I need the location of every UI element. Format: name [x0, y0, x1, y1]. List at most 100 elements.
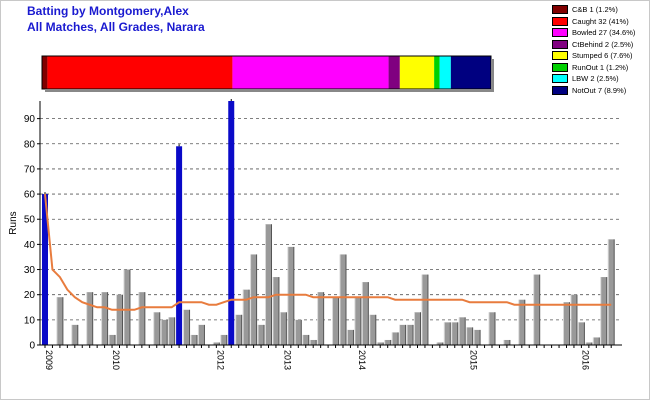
dismissal-strip-shadow — [45, 89, 494, 92]
y-tick-label: 30 — [24, 265, 36, 276]
legend-item: Stumped 6 (7.6%) — [552, 50, 648, 61]
bar — [42, 194, 48, 345]
legend-item: RunOut 1 (1.2%) — [552, 62, 648, 73]
bar — [295, 319, 302, 345]
legend-swatch — [552, 74, 568, 83]
bar — [340, 254, 346, 345]
legend-swatch — [552, 28, 568, 37]
bar — [258, 324, 265, 345]
bar — [168, 317, 175, 345]
bar — [332, 297, 339, 345]
legend-item: LBW 2 (2.5%) — [552, 73, 648, 84]
dismissal-segment — [47, 56, 233, 89]
bar — [71, 324, 78, 345]
year-label: 2013 — [282, 350, 292, 370]
legend-swatch — [552, 16, 568, 26]
bar — [436, 342, 443, 345]
y-axis-label: Runs — [8, 211, 19, 234]
y-tick-label: 90 — [24, 114, 36, 125]
bar — [213, 342, 220, 345]
bar — [153, 312, 160, 345]
chart-title: Batting by Montgomery,Alex — [27, 4, 189, 18]
bar — [421, 274, 428, 345]
year-label: 2016 — [580, 350, 590, 370]
bar — [86, 292, 93, 345]
y-tick-label: 80 — [24, 139, 36, 150]
bar — [362, 282, 369, 345]
bar — [585, 342, 592, 345]
legend-swatch — [552, 39, 568, 49]
dismissal-segment — [42, 56, 48, 89]
legend-swatch — [552, 62, 568, 72]
legend-label: Caught 32 (41%) — [572, 16, 629, 26]
bar — [183, 309, 190, 345]
bar — [466, 327, 473, 345]
dismissal-segment — [388, 56, 400, 89]
bar — [407, 324, 414, 345]
bar — [563, 302, 570, 345]
bar — [310, 339, 317, 345]
bar — [392, 332, 399, 345]
year-label: 2014 — [357, 350, 367, 370]
legend-label: Bowled 27 (34.6%) — [572, 28, 636, 37]
bar — [235, 314, 242, 345]
y-tick-label: 50 — [24, 215, 36, 226]
bar — [377, 342, 384, 345]
y-tick-label: 60 — [24, 190, 36, 201]
bar — [56, 297, 63, 345]
bar — [243, 289, 250, 345]
legend-item: NotOut 7 (8.9%) — [552, 85, 648, 96]
legend-label: LBW 2 (2.5%) — [572, 74, 619, 83]
bar — [191, 334, 197, 345]
legend-swatch — [552, 51, 568, 60]
bar — [198, 324, 205, 345]
bar — [518, 299, 525, 345]
bar — [116, 294, 123, 345]
y-tick-label: 40 — [24, 240, 36, 251]
bar — [533, 274, 540, 345]
year-label: 2015 — [469, 350, 479, 370]
year-label: 2009 — [44, 350, 54, 370]
legend-item: C&B 1 (1.2%) — [552, 4, 648, 15]
bar — [451, 322, 458, 345]
bar — [608, 239, 615, 345]
bar — [302, 334, 309, 345]
legend-item: CtBehind 2 (2.5%) — [552, 39, 648, 50]
bar — [228, 101, 235, 345]
bar — [272, 277, 279, 345]
bar — [123, 269, 130, 345]
legend-item: Bowled 27 (34.6%) — [552, 27, 648, 38]
legend-item: Caught 32 (41%) — [552, 16, 648, 27]
year-label: 2010 — [111, 350, 121, 370]
bar — [220, 334, 227, 345]
legend-label: Stumped 6 (7.6%) — [572, 51, 633, 60]
legend-label: NotOut 7 (8.9%) — [572, 85, 627, 95]
y-tick-label: 20 — [24, 290, 36, 301]
bar — [250, 254, 257, 345]
bar — [347, 329, 354, 345]
bar — [265, 224, 272, 345]
bar — [459, 317, 466, 345]
bar — [176, 146, 183, 345]
legend-label: C&B 1 (1.2%) — [572, 5, 618, 14]
bar — [138, 292, 145, 345]
bar — [287, 246, 294, 345]
bar — [578, 322, 585, 345]
bar — [317, 292, 324, 345]
bar — [109, 334, 116, 345]
bar — [593, 337, 600, 345]
dismissal-segment — [399, 56, 435, 89]
bar — [161, 319, 168, 345]
y-tick-label: 0 — [29, 341, 35, 352]
chart-subtitle: All Matches, All Grades, Narara — [27, 20, 205, 34]
bar — [503, 339, 510, 345]
dismissal-segment — [439, 56, 451, 89]
bar — [101, 292, 108, 345]
bar — [280, 312, 287, 345]
dismissal-segment — [434, 56, 440, 89]
dismissal-strip-shadow — [491, 59, 494, 92]
dismissal-segment — [232, 56, 389, 89]
y-tick-label: 70 — [24, 164, 36, 175]
bar — [489, 312, 495, 345]
